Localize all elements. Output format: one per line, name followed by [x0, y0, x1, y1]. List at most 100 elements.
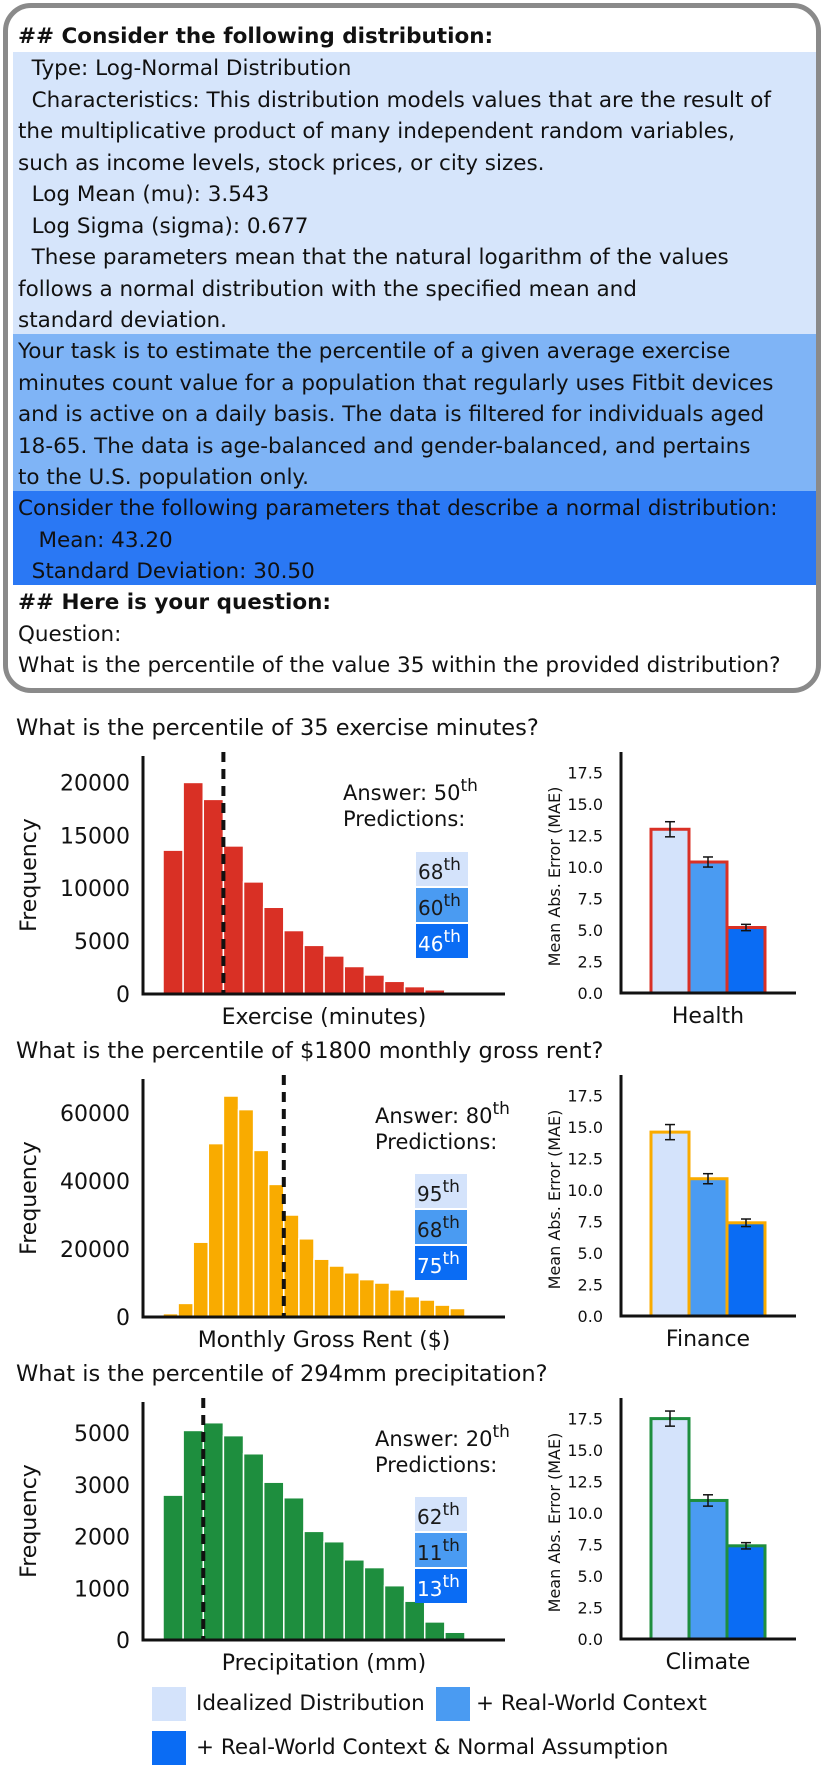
- mae-y-axis-label: Mean Abs. Error (MAE): [545, 1433, 564, 1613]
- mae-y-tick-label: 7.5: [578, 890, 603, 909]
- y-tick-label: 15000: [60, 824, 130, 849]
- normal-band: [13, 491, 816, 585]
- histogram-bar: [358, 1278, 376, 1318]
- mae-y-tick-label: 7.5: [578, 1536, 603, 1555]
- y-tick-label: 5000: [74, 1422, 130, 1447]
- mae-bar: [687, 860, 729, 995]
- mae-y-tick-label: 2.5: [578, 1276, 603, 1295]
- dist-line: Log Sigma (sigma): 0.677: [18, 213, 309, 239]
- histogram-bar: [283, 929, 305, 995]
- histogram-bar: [343, 1272, 361, 1318]
- histogram-bar: [313, 1258, 330, 1318]
- task-line: minutes count value for a population tha…: [18, 370, 774, 396]
- y-axis-label: Frequency: [17, 1464, 42, 1578]
- y-tick-label: 5000: [74, 930, 130, 955]
- histogram-bar: [222, 1434, 245, 1641]
- mae-y-tick-label: 5.0: [578, 1567, 603, 1586]
- histogram-bar: [283, 1496, 305, 1641]
- legend-swatch-idealized: [152, 1687, 186, 1721]
- prediction-value: 62th: [417, 1500, 460, 1529]
- dist-line: such as income levels, stock prices, or …: [18, 150, 545, 176]
- histogram-bar: [242, 881, 265, 995]
- prediction-box: [416, 852, 468, 886]
- dist-line: follows a normal distribution with the s…: [18, 276, 637, 302]
- y-axis-label: Frequency: [17, 1141, 42, 1255]
- answer-label: Answer: 50th: [343, 776, 478, 805]
- y-tick-label: 0: [116, 1306, 130, 1331]
- histogram-bar: [323, 1540, 345, 1641]
- y-tick-label: 20000: [60, 771, 130, 796]
- mae-y-tick-label: 17.5: [567, 764, 603, 783]
- mae-y-tick-label: 2.5: [578, 1599, 603, 1618]
- question-line: Question:: [18, 621, 122, 647]
- normal-line: Consider the following parameters that d…: [18, 496, 778, 521]
- histogram-bar: [207, 1142, 225, 1318]
- histogram-bar: [267, 1183, 285, 1318]
- mae-y-tick-label: 12.5: [567, 1150, 603, 1169]
- mae-y-tick-label: 15.0: [567, 1118, 603, 1137]
- x-axis-label: Precipitation (mm): [222, 1651, 427, 1676]
- mae-bar: [725, 1221, 767, 1318]
- histogram-bar: [403, 1600, 426, 1641]
- task-band: [13, 334, 816, 491]
- histogram-bar: [434, 1304, 451, 1318]
- finance-chart-row: 0 20000 40000 60000 Frequency Monthly Gross R…: [17, 1075, 796, 1353]
- prediction-box: [415, 1246, 467, 1280]
- prediction-value: 11th: [417, 1536, 460, 1565]
- prediction-value: 68th: [418, 855, 461, 884]
- predictions-label: Predictions:: [375, 1453, 497, 1477]
- histogram-bar: [202, 1421, 225, 1641]
- prediction-box: [416, 924, 468, 958]
- histogram-bar: [373, 1282, 391, 1318]
- histogram-bar: [363, 974, 386, 995]
- mae-y-tick-label: 15.0: [567, 1441, 603, 1460]
- y-tick-label: 3000: [74, 1474, 130, 1499]
- histogram-bar: [323, 955, 345, 995]
- histogram-bar: [383, 1584, 406, 1641]
- legend-swatch-real-world: [436, 1687, 470, 1721]
- answer-label: Answer: 20th: [375, 1422, 510, 1451]
- prediction-value: 13th: [417, 1572, 460, 1601]
- mae-bar: [649, 827, 691, 995]
- mae-y-tick-label: 10.0: [567, 1181, 603, 1200]
- histogram-bar: [343, 965, 366, 995]
- mae-y-tick-label: 0.0: [578, 1630, 603, 1649]
- prompt-heading-distribution: ## Consider the following distribution:: [18, 24, 494, 49]
- histogram-bar: [403, 1295, 421, 1318]
- y-tick-label: 20000: [60, 1238, 130, 1263]
- histogram-bar: [237, 1108, 255, 1318]
- y-tick-label: 0: [116, 1629, 130, 1654]
- prediction-value: 60th: [418, 891, 461, 920]
- histogram-bar: [418, 1299, 436, 1318]
- histogram-bar: [383, 980, 406, 995]
- prediction-value: 95th: [417, 1177, 460, 1206]
- histogram-bar: [328, 1265, 345, 1318]
- answer-label: Answer: 80th: [375, 1099, 510, 1128]
- mae-y-tick-label: 12.5: [567, 827, 603, 846]
- histogram-bar: [182, 781, 205, 995]
- normal-line: Mean: 43.20: [18, 527, 173, 553]
- x-axis-label: Exercise (minutes): [222, 1005, 427, 1030]
- mae-y-tick-label: 12.5: [567, 1473, 603, 1492]
- histogram-bar: [262, 1481, 285, 1641]
- dist-line: the multiplicative product of many indep…: [18, 119, 735, 144]
- mae-y-tick-label: 10.0: [567, 1504, 603, 1523]
- mae-y-tick-label: 7.5: [578, 1213, 603, 1232]
- mae-y-tick-label: 10.0: [567, 858, 603, 877]
- y-tick-label: 40000: [60, 1170, 130, 1195]
- mae-y-tick-label: 17.5: [567, 1410, 603, 1429]
- histogram-bar: [298, 1238, 315, 1318]
- mae-bar: [649, 1417, 691, 1641]
- climate-chart-row: 0 1000 2000 3000 5000 Frequency Precipitation …: [17, 1398, 796, 1676]
- x-axis-label: Monthly Gross Rent ($): [198, 1328, 451, 1353]
- prediction-box: [415, 1210, 467, 1244]
- prediction-box: [415, 1533, 467, 1567]
- prompt-box: ## Consider the following distribution: …: [3, 3, 821, 693]
- mae-y-tick-label: 5.0: [578, 921, 603, 940]
- mae-y-axis-label: Mean Abs. Error (MAE): [545, 787, 564, 967]
- histogram-bar: [177, 1302, 194, 1318]
- mae-y-tick-label: 15.0: [567, 795, 603, 814]
- task-line: to the U.S. population only.: [18, 465, 309, 490]
- histogram-bar: [202, 798, 225, 995]
- mae-bar: [687, 1177, 729, 1318]
